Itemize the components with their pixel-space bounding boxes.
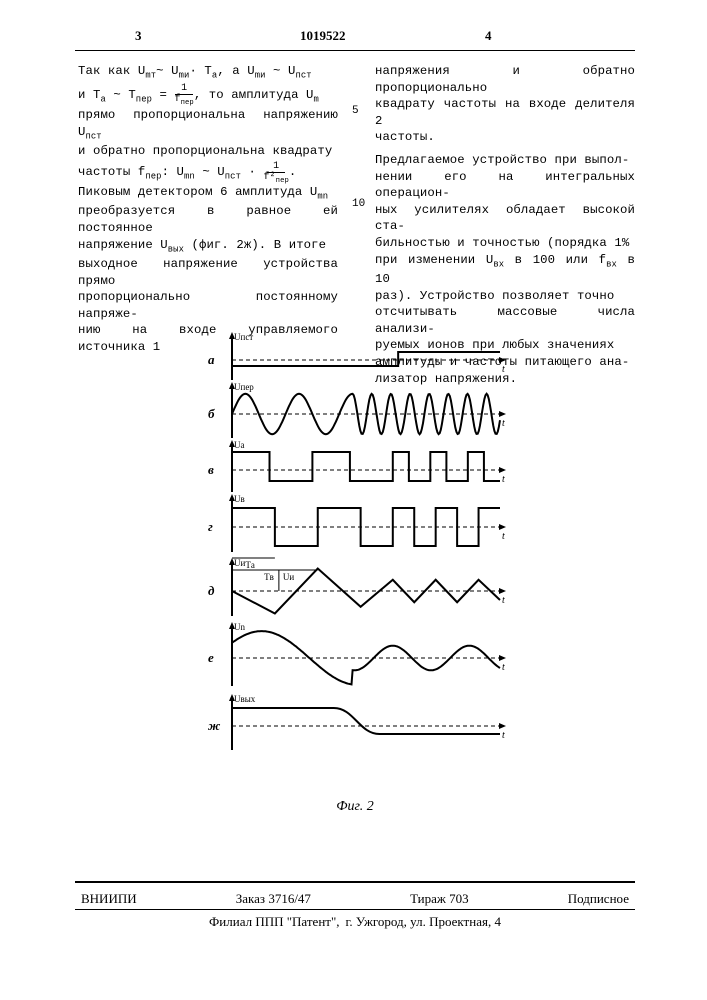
body-text: бильностью и точностью (порядка 1% [375, 236, 629, 250]
svg-text:Uи: Uи [234, 558, 245, 568]
document-number: 1019522 [300, 28, 346, 44]
svg-text:б: б [208, 406, 215, 421]
svg-text:t: t [502, 418, 505, 429]
figure-waveforms: а Uпст t б Uпер t в Uа t г Uв t Tа Tв д Uи t Uи е Un t ж Uвых t… [200, 320, 510, 815]
svg-text:Uвых: Uвых [234, 694, 256, 704]
body-text: Предлагаемое устройство при выпол- [375, 153, 629, 167]
svg-text:t: t [502, 730, 505, 741]
body-text: и Tа ~ Tпер = 1 fпер, то амплитуда Um [78, 88, 319, 102]
text-column-left: Так как Umт~ Umи· Tа, а Umи ~ Uпст и Tа … [78, 63, 338, 356]
body-text: и обратно пропорциональна квадрату [78, 144, 332, 158]
imprint-footer: ВНИИПИ Заказ 3716/47 Тираж 703 Подписное… [75, 879, 635, 930]
svg-text:Tа: Tа [245, 560, 255, 570]
header-rule [75, 50, 635, 51]
body-text: выходное напряжение устройства прямо [78, 257, 338, 288]
svg-text:t: t [502, 531, 505, 542]
waveform-diagram: а Uпст t б Uпер t в Uа t г Uв t Tа Tв д Uи t Uи е Un t ж Uвых t [200, 320, 510, 790]
figure-caption: Фиг. 2 [200, 799, 510, 815]
svg-text:е: е [208, 650, 214, 665]
footer-sub: Подписное [568, 891, 629, 907]
body-text: пропорционально постоянному напряже- [78, 290, 338, 321]
svg-text:ж: ж [208, 718, 221, 733]
svg-text:Un: Un [234, 622, 245, 632]
body-text: напряжения и обратно пропорционально [375, 64, 635, 95]
line-number: 10 [352, 198, 365, 210]
svg-text:д: д [208, 583, 215, 598]
svg-text:в: в [208, 462, 214, 477]
svg-text:Uи: Uи [283, 572, 294, 582]
footer-address: Филиал ППП "Патент", [209, 914, 339, 930]
svg-text:Uпер: Uпер [234, 382, 254, 392]
footer-tirazh: Тираж 703 [410, 891, 469, 907]
body-text: напряжение Uвых (фиг. 2ж). В итоге [78, 238, 326, 252]
svg-text:Tв: Tв [264, 572, 274, 582]
line-number: 5 [352, 105, 359, 117]
body-text: при изменении Uвх в 100 или fвх в 10 [375, 253, 635, 286]
body-text: Так как Umт~ Umи· Tа, а Umи ~ Uпст [78, 64, 312, 78]
body-text: квадрату частоты на входе делителя 2 [375, 97, 635, 128]
svg-text:t: t [502, 595, 505, 606]
svg-text:г: г [208, 519, 213, 534]
body-text: Пиковым детектором 6 амплитуда Umn [78, 185, 328, 199]
svg-text:t: t [502, 474, 505, 485]
svg-text:t: t [502, 662, 505, 673]
footer-order: Заказ 3716/47 [236, 891, 311, 907]
page-number-left: 3 [135, 28, 142, 44]
body-text: преобразуется в равное ей постоянное [78, 204, 338, 235]
svg-text:t: t [502, 364, 505, 375]
body-text: прямо пропорциональна напряжению Uпст [78, 108, 338, 139]
footer-address: г. Ужгород, ул. Проектная, 4 [346, 914, 501, 930]
body-text: частоты fпер: Umn ~ Uпст · 1 f²пер. [78, 165, 296, 179]
svg-text:Uа: Uа [234, 440, 245, 450]
svg-text:Uв: Uв [234, 494, 245, 504]
body-text: частоты. [375, 130, 435, 144]
body-text: ных усилителях обладает высокой ста- [375, 203, 635, 234]
svg-text:Uпст: Uпст [234, 332, 253, 342]
page-number-right: 4 [485, 28, 492, 44]
body-text: раз). Устройство позволяет точно [375, 289, 614, 303]
svg-text:а: а [208, 352, 215, 367]
footer-org: ВНИИПИ [81, 891, 137, 907]
body-text: нении его на интегральных операцион- [375, 170, 635, 201]
